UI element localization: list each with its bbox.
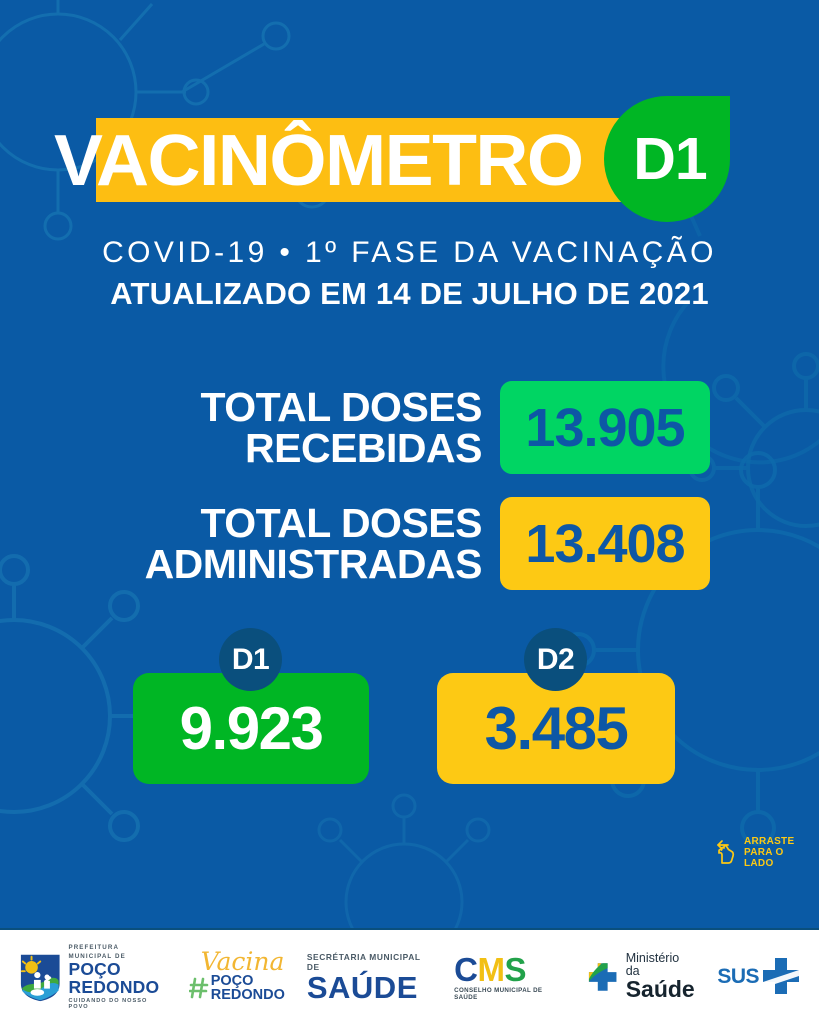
prefeitura-tagline: CUIDANDO DO NOSSO POVO [68, 997, 148, 1010]
prefeitura-main-line2: REDONDO [68, 976, 160, 997]
prefeitura-main-line1: POÇO [68, 959, 121, 980]
total-doses-received-row: TOTAL DOSES RECEBIDAS 13.905 [0, 381, 710, 474]
logo-prefeitura-poco-redondo: PREFEITURA MUNICIPAL DE POÇO REDONDO CUI… [18, 944, 167, 1010]
prefeitura-text: PREFEITURA MUNICIPAL DE POÇO REDONDO CUI… [68, 944, 166, 1009]
swipe-hint-line3: LADO [744, 858, 774, 870]
swipe-hint-line2: PARA O [744, 847, 784, 859]
prefeitura-kicker-line2: MUNICIPAL DE [68, 952, 126, 960]
prefeitura-kicker-line1: PREFEITURA [68, 944, 120, 952]
vacina-city-line1: POÇO [210, 972, 254, 989]
subtitle-updated-date: ATUALIZADO EM 14 DE JULHO DE 2021 [110, 276, 709, 311]
swipe-hint-line1: ARRASTE [744, 836, 795, 847]
vacina-lower-lockup: POÇO REDONDO [188, 974, 285, 1003]
total-doses-received-value: 13.905 [500, 381, 710, 474]
ministerio-cross-icon [589, 963, 617, 991]
total-doses-received-label-line2: RECEBIDAS [245, 424, 482, 471]
title-highlight-bar [96, 118, 666, 202]
title-block: D1 VACINÔMETRO [0, 96, 819, 224]
cms-letter-c: C [454, 951, 478, 988]
dose-type-label: D1 [633, 125, 707, 192]
footer-divider [0, 928, 819, 930]
cms-letter-s: S [504, 951, 526, 988]
logo-cms: CMS CONSELHO MUNICIPAL DE SAÚDE [454, 953, 564, 1001]
dose-d2-card: 3.485 [437, 673, 675, 784]
ministerio-text: Ministério da Saúde [626, 952, 696, 1002]
swipe-left-hand-icon [717, 839, 735, 864]
footer-logo-bar: PREFEITURA MUNICIPAL DE POÇO REDONDO CUI… [0, 930, 819, 1024]
hashtag-icon [188, 977, 209, 999]
vacina-script-word: Vacina [200, 947, 285, 977]
page-title: VACINÔMETRO [54, 121, 584, 201]
dose-d1-badge: D1 [219, 628, 282, 691]
ministerio-kicker: Ministério da [625, 951, 680, 979]
secretaria-main: SAÚDE [306, 969, 418, 1005]
prefeitura-kicker: PREFEITURA MUNICIPAL DE [68, 944, 166, 961]
secretaria-kicker: SECRÉTARIA MUNICIPAL DE [306, 951, 421, 972]
logo-ministerio-da-saude: Ministério da Saúde [586, 952, 695, 1002]
cms-lettermark: CMS [454, 953, 564, 986]
vacina-city-line2: REDONDO [210, 987, 285, 1004]
swipe-hint-text: ARRASTE PARA O LADO [744, 836, 794, 870]
vacina-city-name: POÇO REDONDO [211, 974, 285, 1003]
logo-secretaria-municipal-saude: SECRÉTARIA MUNICIPAL DE SAÚDE [307, 952, 432, 1003]
dose-d2-badge: D2 [524, 628, 587, 691]
total-doses-administered-value: 13.408 [500, 497, 710, 590]
sus-wordmark: SUS [717, 965, 759, 988]
total-doses-administered-label-line2: ADMINISTRADAS [144, 540, 483, 587]
total-doses-administered-label-line1: TOTAL DOSES [200, 500, 482, 547]
prefeitura-main: POÇO REDONDO [68, 959, 166, 997]
cms-letter-m: M [477, 951, 505, 988]
swipe-hint: ARRASTE PARA O LADO [713, 836, 794, 870]
total-doses-received-label: TOTAL DOSES RECEBIDAS [200, 384, 500, 468]
poco-redondo-coat-of-arms-icon [20, 954, 60, 1002]
subtitle-phase: COVID-19 • 1º FASE DA VACINAÇÃO [102, 236, 717, 269]
dose-type-droplet-badge: D1 [604, 96, 730, 222]
ministerio-main: Saúde [625, 976, 695, 1003]
total-doses-received-label-line1: TOTAL DOSES [200, 384, 482, 431]
total-doses-administered-label: TOTAL DOSES ADMINISTRADAS [145, 500, 500, 584]
logo-vacina-poco-redondo: Vacina POÇO REDONDO [188, 947, 285, 1003]
total-doses-administered-row: TOTAL DOSES ADMINISTRADAS 13.408 [0, 497, 710, 590]
dose-d1-card: 9.923 [133, 673, 369, 784]
logo-sus: SUS [717, 956, 801, 998]
cms-subtitle: CONSELHO MUNICIPAL DE SAÚDE [454, 987, 543, 1001]
sus-cross-icon [763, 958, 799, 994]
